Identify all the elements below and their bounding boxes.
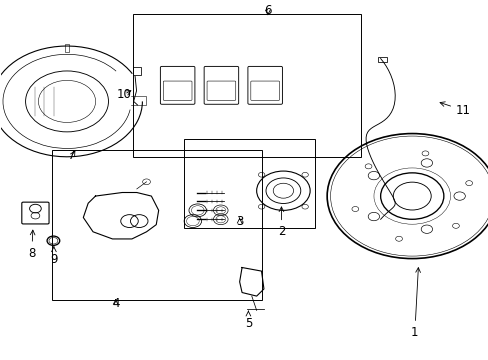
Text: 4: 4 bbox=[112, 297, 119, 310]
Text: 6: 6 bbox=[264, 4, 271, 17]
Text: 9: 9 bbox=[50, 247, 58, 266]
Text: 3: 3 bbox=[236, 215, 243, 228]
Text: 10: 10 bbox=[117, 88, 131, 101]
Text: 2: 2 bbox=[277, 207, 285, 238]
Text: 11: 11 bbox=[439, 102, 470, 117]
Text: 8: 8 bbox=[28, 230, 36, 260]
Text: 5: 5 bbox=[244, 311, 251, 330]
Text: 1: 1 bbox=[410, 267, 420, 339]
Bar bbox=[377, 57, 386, 62]
Text: 7: 7 bbox=[68, 149, 76, 162]
Bar bbox=[132, 67, 141, 75]
Bar bbox=[132, 14, 361, 157]
Bar bbox=[183, 139, 314, 228]
Bar bbox=[64, 44, 69, 51]
Bar bbox=[52, 150, 261, 300]
